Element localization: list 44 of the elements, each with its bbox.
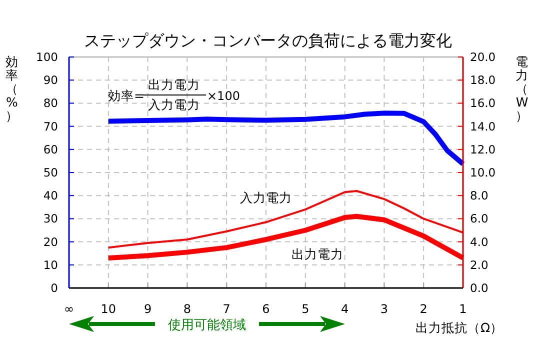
series-label: 入力電力 [240, 190, 292, 206]
y2-tick-label: 14.0 [470, 119, 496, 134]
x-tick-label: 3 [380, 302, 388, 316]
y2-tick-label: 4.0 [470, 234, 488, 249]
y-tick-label: 20 [43, 234, 58, 249]
annotation: 効率= [108, 88, 144, 103]
y2-tick-label: 0.0 [470, 281, 488, 295]
x-tick-label: 1 [459, 302, 467, 316]
y2-tick-label: 10.0 [470, 166, 496, 180]
text: 使用可能領域 [168, 318, 246, 333]
y2-tick-label: 8.0 [470, 188, 488, 203]
y-tick-label: 40 [43, 188, 58, 203]
y2-tick-label: 18.0 [470, 73, 496, 88]
x-tick-label: ∞ [64, 302, 74, 316]
y-tick-label: 80 [43, 96, 58, 110]
y-tick-label: 10 [43, 258, 58, 272]
y2-tick-label: 16.0 [470, 96, 496, 110]
chart-title: ステップダウン・コンバータの負荷による電力変化 [84, 31, 452, 50]
y-tick-label: 0 [50, 281, 58, 295]
y2-tick-label: 12.0 [470, 142, 496, 156]
annotation: 入力電力 [148, 97, 200, 112]
x-tick-label: 5 [302, 302, 310, 316]
y2-tick-label: 20.0 [470, 50, 496, 64]
y-tick-label: 70 [43, 119, 58, 134]
x-tick-label: 6 [262, 302, 270, 316]
annotation: 出力電力 [148, 77, 200, 92]
x-tick-label: 9 [144, 302, 152, 316]
y-tick-label: 100 [36, 50, 58, 64]
x-tick-label: 8 [183, 302, 192, 316]
x-tick-label: 10 [100, 302, 116, 316]
y2-tick-label: 6.0 [470, 212, 488, 226]
y2-axis-title: 電力（W） [516, 54, 528, 123]
y-tick-label: 50 [43, 166, 58, 180]
x-tick-label: 4 [340, 302, 349, 316]
y-tick-label: 60 [43, 142, 58, 156]
y2-tick-label: 2.0 [470, 258, 488, 272]
series-label: 出力電力 [291, 246, 344, 262]
y-tick-label: 30 [43, 212, 58, 226]
annotation: ×100 [207, 89, 240, 103]
y-axis-title: 効率（%） [6, 54, 18, 123]
x-tick-label: 7 [222, 302, 230, 316]
x-tick-label: 2 [420, 302, 428, 316]
y-tick-label: 90 [43, 73, 58, 88]
x-axis-title: 出力抵抗（Ω） [415, 320, 503, 335]
